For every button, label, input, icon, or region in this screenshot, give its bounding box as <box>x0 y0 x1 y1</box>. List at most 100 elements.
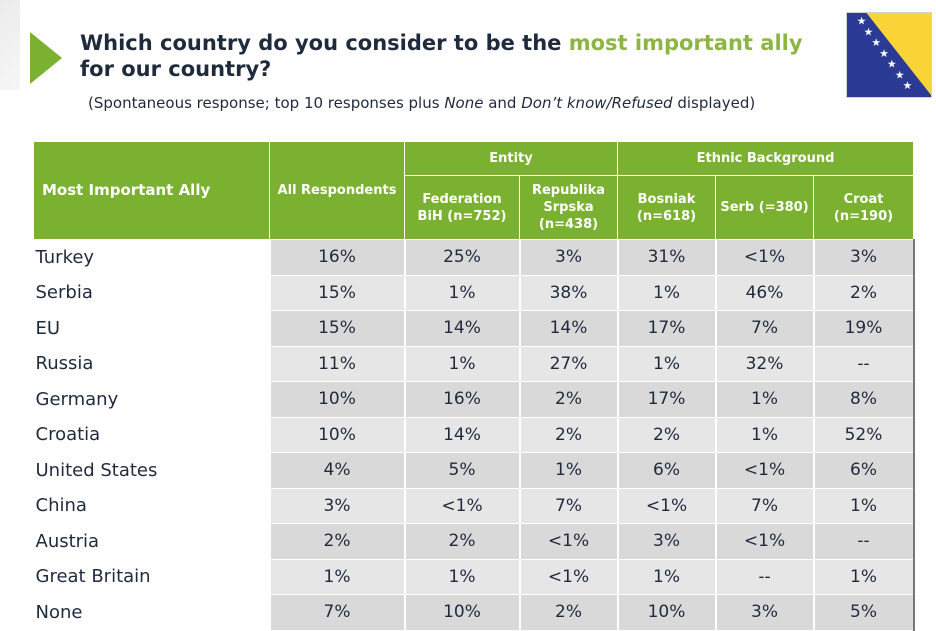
row-label: Russia <box>33 346 270 382</box>
cell-value: 1% <box>403 275 520 311</box>
cell-value: 10% <box>403 594 520 631</box>
cell-value: 1% <box>616 346 716 382</box>
table-row: None 7% 10% 2% 10% 3% 5% <box>33 594 915 631</box>
cell-value: 7% <box>268 594 405 631</box>
cell-value: 14% <box>518 310 618 347</box>
table-row: Germany 10% 16% 2% 17% 1% 8% <box>33 381 915 418</box>
row-label: Turkey <box>33 239 270 276</box>
svg-text:★: ★ <box>887 58 897 71</box>
cell-value: 7% <box>518 488 618 524</box>
cell-value: 3% <box>518 239 618 276</box>
cell-value: 17% <box>616 310 716 347</box>
title-highlight: most important ally <box>568 31 803 55</box>
column-header: Federation BiH (n=752) <box>404 175 520 240</box>
cell-value: 1% <box>616 275 716 311</box>
cell-value: 2% <box>812 275 915 311</box>
cell-value: <1% <box>403 488 520 524</box>
cell-value: 10% <box>616 594 716 631</box>
subtitle-none: None <box>444 94 484 112</box>
row-label: EU <box>33 310 270 347</box>
cell-value: 15% <box>268 275 405 311</box>
row-label: Germany <box>33 381 270 418</box>
entity-group-header: Entity <box>404 141 618 176</box>
cell-value: 2% <box>403 523 520 560</box>
cell-value: 10% <box>268 381 405 418</box>
table-row: Serbia 15% 1% 38% 1% 46% 2% <box>33 275 915 311</box>
ally-table: Most Important Ally All Respondents Enti… <box>33 141 915 631</box>
cell-value: -- <box>812 523 915 560</box>
cell-value: 38% <box>518 275 618 311</box>
row-header: Most Important Ally <box>33 141 270 240</box>
cell-value: 1% <box>403 346 520 382</box>
cell-value: 25% <box>403 239 520 276</box>
all-respondents-header: All Respondents <box>269 141 405 240</box>
column-header: Serb (=380) <box>715 175 814 240</box>
cell-value: <1% <box>714 452 814 489</box>
cell-value: 19% <box>812 310 915 347</box>
row-label: Great Britain <box>33 559 270 595</box>
svg-text:★: ★ <box>871 36 881 49</box>
svg-text:★: ★ <box>857 15 867 28</box>
row-label: Serbia <box>33 275 270 311</box>
cell-value: 7% <box>714 488 814 524</box>
cell-value: 27% <box>518 346 618 382</box>
cell-value: 14% <box>403 417 520 453</box>
arrow-icon <box>30 32 62 84</box>
cell-value: 3% <box>714 594 814 631</box>
cell-value: 3% <box>268 488 405 524</box>
cell-value: 3% <box>812 239 915 276</box>
cell-value: 46% <box>714 275 814 311</box>
subtitle-dontknow: Don’t know/Refused <box>521 94 673 112</box>
table-body: Turkey 16% 25% 3% 31% <1% 3% Serbia 15% 1% 38% 1% 46… <box>33 239 915 631</box>
row-label: Croatia <box>33 417 270 453</box>
subtitle-end: displayed) <box>672 94 756 112</box>
cell-value: 6% <box>616 452 716 489</box>
cell-value: 1% <box>518 452 618 489</box>
cell-value: 16% <box>268 239 405 276</box>
cell-value: -- <box>714 559 814 595</box>
table-row: Russia 11% 1% 27% 1% 32% -- <box>33 346 915 382</box>
cell-value: 14% <box>403 310 520 347</box>
cell-value: 2% <box>268 523 405 560</box>
cell-value: 5% <box>403 452 520 489</box>
cell-value: 4% <box>268 452 405 489</box>
svg-text:★: ★ <box>864 25 874 38</box>
decorative-stripe <box>0 0 20 90</box>
page-title: Which country do you consider to be the … <box>80 30 820 82</box>
cell-value: <1% <box>616 488 716 524</box>
cell-value: 3% <box>616 523 716 560</box>
column-header: Republika Srpska (n=438) <box>519 175 618 240</box>
ethnic-group-header: Ethnic Background <box>616 141 915 176</box>
cell-value: <1% <box>714 239 814 276</box>
cell-value: 1% <box>403 559 520 595</box>
cell-value: 2% <box>616 417 716 453</box>
cell-value: <1% <box>518 523 618 560</box>
column-header: Bosniak (n=618) <box>617 175 716 240</box>
title-text-end: for our country? <box>80 57 272 81</box>
cell-value: -- <box>812 346 915 382</box>
cell-value: <1% <box>518 559 618 595</box>
cell-value: 7% <box>714 310 814 347</box>
svg-text:★: ★ <box>903 79 913 92</box>
row-label: None <box>33 594 270 631</box>
cell-value: 15% <box>268 310 405 347</box>
row-label: Austria <box>33 523 270 560</box>
table-row: Turkey 16% 25% 3% 31% <1% 3% <box>33 239 915 276</box>
column-header: Croat (n=190) <box>812 175 915 240</box>
cell-value: <1% <box>714 523 814 560</box>
cell-value: 52% <box>812 417 915 453</box>
cell-value: 1% <box>714 381 814 418</box>
cell-value: 10% <box>268 417 405 453</box>
cell-value: 16% <box>403 381 520 418</box>
svg-text:★: ★ <box>895 68 905 81</box>
cell-value: 8% <box>812 381 915 418</box>
cell-value: 17% <box>616 381 716 418</box>
row-label: China <box>33 488 270 524</box>
table-row: United States 4% 5% 1% 6% <1% 6% <box>33 452 915 489</box>
cell-value: 1% <box>714 417 814 453</box>
svg-text:★: ★ <box>879 47 889 60</box>
table-row: China 3% <1% 7% <1% 7% 1% <box>33 488 915 524</box>
subtitle-and: and <box>483 94 522 112</box>
table-row: Great Britain 1% 1% <1% 1% -- 1% <box>33 559 915 595</box>
cell-value: 2% <box>518 417 618 453</box>
